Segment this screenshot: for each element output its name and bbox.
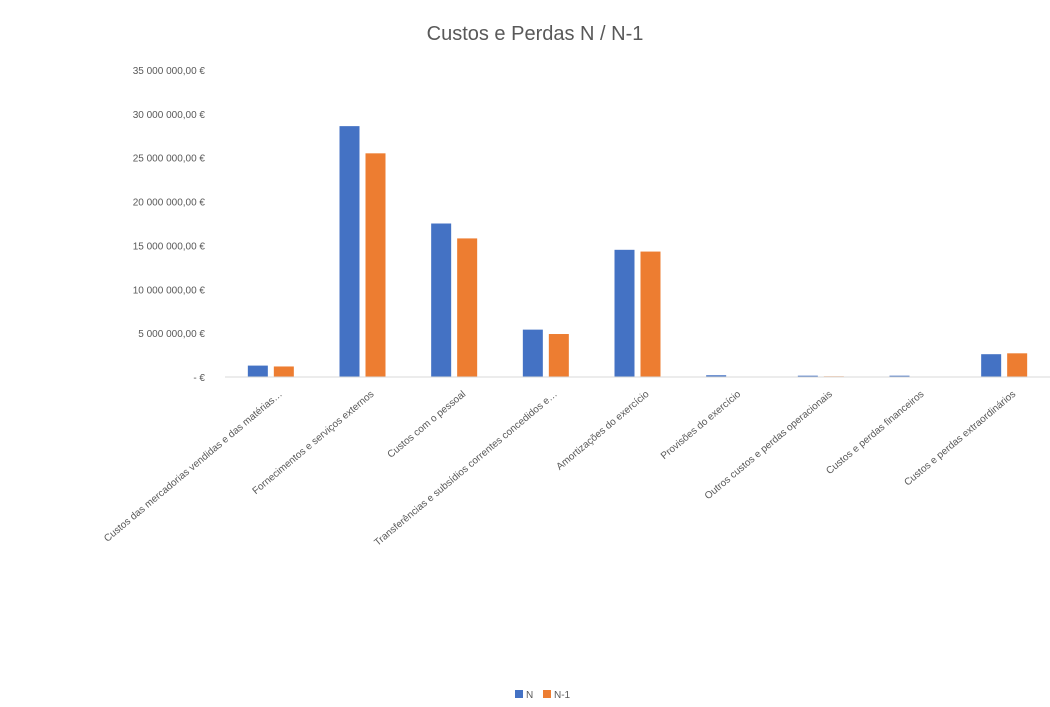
bar-n [797,375,818,377]
bar-n-1 [273,366,294,377]
x-tick-label: Transferências e subsídios correntes con… [372,389,559,549]
bar-n-1 [548,334,569,377]
legend-swatch [543,690,551,698]
x-tick-label: Custos e perdas financeiros [824,389,926,477]
x-tick-label: Custos e perdas extraordinários [902,389,1018,489]
bar-n [614,249,635,377]
legend-swatch [515,690,523,698]
bars [247,126,1028,377]
y-tick-label: 20 000 000,00 € [133,198,206,209]
bar-n [889,375,910,377]
bar-n-1 [365,153,386,377]
x-tick-label: Custos com o pessoal [386,389,468,461]
bar-n-1 [1007,353,1028,377]
y-tick-label: 15 000 000,00 € [133,241,206,252]
bar-n-1 [457,238,478,377]
legend-label: N [526,690,533,701]
y-tick-label: 30 000 000,00 € [133,110,206,121]
legend-label: N-1 [554,690,571,701]
bar-n [247,365,268,377]
bar-n [522,329,543,377]
y-tick-label: 5 000 000,00 € [138,329,205,340]
x-tick-label: Custos das mercadorias vendidas e das ma… [102,389,284,545]
x-tick-label: Provisões do exercício [659,389,743,462]
y-tick-label: 10 000 000,00 € [133,285,206,296]
y-tick-label: 35 000 000,00 € [133,66,206,77]
y-tick-label: 25 000 000,00 € [133,154,206,165]
bar-n [706,375,727,377]
y-axis: - € 5 000 000,00 € 10 000 000,00 € 15 000 0… [133,66,206,384]
bar-n [339,126,360,377]
bar-n [431,223,452,377]
y-tick-label: - € [193,373,205,384]
category-labels: Custos das mercadorias vendidas e das ma… [102,389,1018,549]
x-tick-label: Amortizações do exercício [555,389,652,473]
bar-n-1 [640,251,661,377]
legend: N N-1 [515,690,571,701]
bar-n [981,354,1002,377]
chart-title: Custos e Perdas N / N-1 [427,23,644,45]
